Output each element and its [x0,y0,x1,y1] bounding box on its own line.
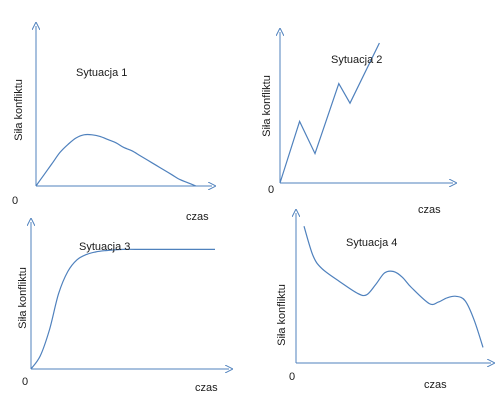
chart-panel-2: Sytuacja 2 Siła konfliktu czas 0 [261,32,453,216]
series-line [303,226,484,348]
series-line [279,42,380,184]
y-axis-label: Siła konfliktu [261,75,273,137]
x-axis-label: czas [186,211,209,223]
series-line [30,248,215,370]
chart-panel-1: Sytuacja 1 Siła konfliktu czas 0 [12,26,212,223]
x-axis-label: czas [424,379,447,391]
x-axis-label: czas [195,382,218,394]
x-axis-label: czas [418,204,441,216]
origin-label: 0 [22,376,28,388]
chart-panel-4: Sytuacja 4 Siła konfliktu czas 0 [276,213,491,391]
origin-label: 0 [289,371,295,383]
y-axis-label: Siła konfliktu [17,267,29,329]
chart-title: Sytuacja 1 [76,67,127,79]
y-axis-label: Siła konfliktu [13,79,25,141]
y-axis-label: Siła konfliktu [276,284,288,346]
chart-title: Sytuacja 2 [331,54,382,66]
origin-label: 0 [12,195,18,207]
chart-title: Sytuacja 4 [346,237,397,249]
chart-panel-3: Sytuacja 3 Siła konfliktu czas 0 [17,222,229,394]
chart-title: Sytuacja 3 [79,241,130,253]
series-line [35,133,197,187]
origin-label: 0 [268,184,274,196]
